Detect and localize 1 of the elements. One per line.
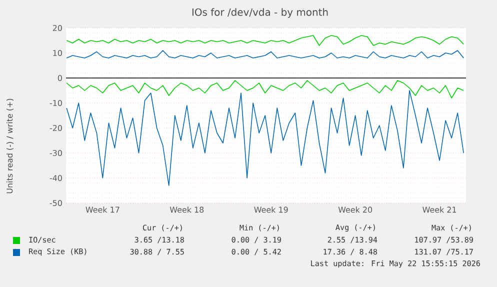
chart-title: IOs for /dev/vda - by month [192,8,328,18]
